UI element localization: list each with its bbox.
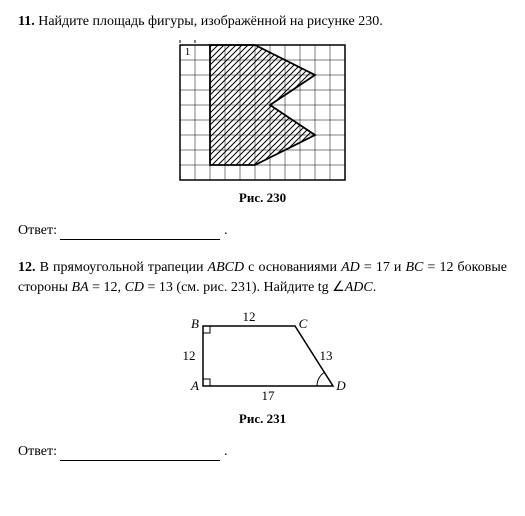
svg-text:D: D [335, 378, 346, 393]
svg-text:13: 13 [319, 348, 332, 363]
figure-231: B C A D 12 12 13 17 Рис. 231 [18, 306, 507, 428]
answer-12: Ответ: . [18, 442, 507, 462]
caption-230: Рис. 230 [18, 189, 507, 207]
svg-text:B: B [191, 316, 199, 331]
grid-figure: 1 [175, 40, 350, 185]
caption-231: Рис. 231 [18, 410, 507, 428]
answer-blank[interactable] [60, 239, 220, 240]
answer-blank[interactable] [60, 460, 220, 461]
answer-label: Ответ: [18, 444, 57, 459]
answer-label: Ответ: [18, 223, 57, 238]
problem-11: 11. Найдите площадь фигуры, изображённой… [18, 12, 507, 240]
svg-text:A: A [190, 378, 199, 393]
problem-number: 12. [18, 260, 36, 275]
svg-text:12: 12 [182, 348, 195, 363]
trapezoid-figure: B C A D 12 12 13 17 [163, 306, 363, 406]
svg-text:17: 17 [261, 388, 275, 403]
problem-number: 11. [18, 14, 35, 29]
problem-statement: Найдите площадь фигуры, изображённой на … [38, 14, 382, 29]
svg-text:1: 1 [185, 46, 191, 58]
answer-11: Ответ: . [18, 221, 507, 241]
problem-12-text: 12. В прямоугольной трапеции ABCD с осно… [18, 258, 507, 297]
answer-period: . [224, 444, 228, 459]
svg-text:12: 12 [242, 309, 255, 324]
answer-period: . [224, 223, 228, 238]
svg-text:C: C [298, 316, 307, 331]
figure-230: 1 Рис. 230 [18, 40, 507, 207]
problem-12: 12. В прямоугольной трапеции ABCD с осно… [18, 258, 507, 461]
problem-11-text: 11. Найдите площадь фигуры, изображённой… [18, 12, 507, 32]
